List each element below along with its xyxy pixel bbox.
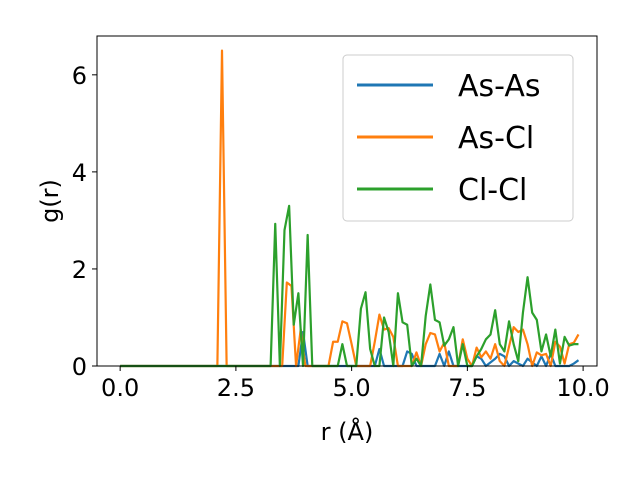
- legend-label-as-as: As-As: [458, 69, 540, 104]
- y-axis-label: g(r): [36, 179, 64, 223]
- x-axis-label: r (Å): [321, 417, 374, 446]
- y-tick-label: 4: [72, 159, 87, 187]
- x-tick-label: 0.0: [101, 374, 139, 402]
- x-axis-ticks: 0.0 2.5 5.0 7.5 10.0: [101, 366, 610, 402]
- legend-box: [342, 54, 574, 222]
- x-tick-label: 10.0: [556, 374, 609, 402]
- x-tick-label: 2.5: [217, 374, 255, 402]
- x-tick-label: 5.0: [333, 374, 371, 402]
- plot-frame: [96, 35, 598, 367]
- legend-label-cl-cl: Cl-Cl: [458, 173, 527, 208]
- y-tick-label: 2: [72, 256, 87, 284]
- y-axis-ticks: 0 2 4 6: [72, 62, 97, 381]
- legend: As-As As-Cl Cl-Cl: [342, 54, 574, 222]
- legend-label-as-cl: As-Cl: [458, 121, 534, 156]
- x-tick-label: 7.5: [448, 374, 486, 402]
- y-tick-label: 6: [72, 62, 87, 90]
- y-tick-label: 0: [72, 353, 87, 381]
